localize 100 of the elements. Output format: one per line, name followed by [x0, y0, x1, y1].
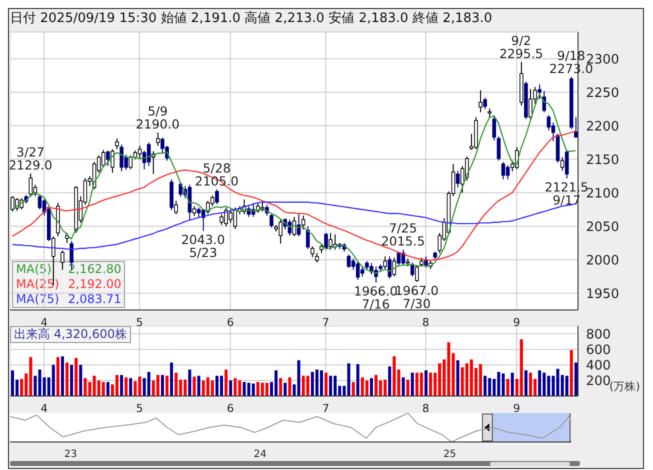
y-tick-label: 2100 [586, 186, 620, 202]
x-tick-label: 4 [40, 316, 48, 329]
bar [52, 364, 55, 396]
x-tick-label: 6 [226, 316, 234, 329]
bar [102, 382, 105, 396]
candlestick [501, 161, 506, 180]
candlestick [306, 226, 310, 250]
x-tick-label: 9 [513, 316, 520, 329]
x-tick-label: 9 [513, 402, 520, 415]
bar [170, 362, 174, 396]
bar [520, 339, 523, 396]
candlestick [383, 256, 388, 270]
chart-title: 日付 2025/09/19 15:30 始値 2,191.0 高値 2,213.0 安値 2,183.0 終値 2,183.0 [10, 10, 492, 28]
bar [234, 378, 237, 396]
bar [79, 364, 82, 396]
bar [34, 376, 37, 396]
bar [329, 376, 332, 396]
candlestick [410, 262, 414, 278]
bar [147, 372, 150, 396]
y-axis-title: (万株) [609, 380, 640, 394]
bar [66, 362, 69, 396]
bar [320, 370, 323, 396]
chart-title: 出来高 4,320,600株 [10, 326, 131, 343]
candlestick [360, 266, 364, 278]
text: MA(25) [16, 277, 60, 292]
y-tick-label: 2250 [586, 86, 620, 101]
bar [106, 382, 110, 396]
y-tick-label: 600 [586, 342, 611, 358]
candlestick [196, 207, 201, 219]
bar [74, 358, 78, 396]
candlestick [320, 243, 324, 254]
candlestick [115, 138, 119, 150]
y-tick-label: 400 [586, 358, 611, 374]
candlestick [483, 97, 487, 110]
candlestick [324, 232, 328, 250]
y-tick-label: 2200 [586, 119, 620, 134]
bar [120, 375, 124, 396]
bar [484, 376, 487, 396]
bar [160, 375, 164, 396]
bar [165, 376, 168, 396]
bar [192, 376, 196, 396]
candlestick [38, 194, 42, 210]
candlestick [174, 200, 178, 215]
text: MA(75) [16, 292, 60, 307]
bar [374, 375, 378, 396]
candlestick [542, 90, 546, 113]
bar [420, 372, 423, 396]
candlestick [301, 215, 306, 230]
x-tick-label: 23 [64, 449, 78, 460]
x-tick-label: 5 [136, 402, 144, 415]
bar [352, 382, 355, 396]
bar [370, 378, 373, 396]
bar [279, 378, 282, 396]
bar [129, 378, 132, 396]
bar [356, 364, 360, 396]
y-tick-label: 2000 [586, 253, 620, 268]
candlestick [496, 136, 501, 162]
bar [347, 363, 350, 396]
candlestick [506, 164, 510, 180]
y-tick-label: 2150 [586, 152, 620, 168]
candlestick [492, 115, 496, 142]
bar [406, 380, 410, 396]
x-tick-label: 6 [226, 402, 234, 415]
candlestick [456, 170, 460, 188]
annotation: 2,083.71 [68, 292, 122, 307]
x-tick-label: 4 [40, 402, 48, 415]
bar [429, 372, 432, 396]
candlestick [65, 232, 69, 244]
candlestick [415, 264, 419, 282]
candlestick [101, 149, 106, 168]
bar [392, 356, 396, 396]
bar [56, 357, 60, 396]
candlestick [315, 252, 319, 263]
bar [502, 373, 505, 396]
bar [197, 376, 200, 396]
candlestick [106, 150, 110, 166]
x-tick-label: 7 [322, 316, 330, 329]
x-tick-label: 8 [422, 402, 430, 415]
bar [292, 384, 296, 396]
bar [456, 360, 460, 396]
x-tick-label: 24 [254, 449, 267, 460]
candlestick [478, 90, 482, 113]
candlestick [564, 149, 569, 179]
bar [324, 372, 328, 396]
bar [529, 372, 532, 396]
bar [538, 370, 542, 396]
bar [252, 384, 255, 396]
bar [84, 378, 87, 396]
bar [188, 370, 192, 396]
candlestick [346, 254, 351, 268]
bar [306, 376, 310, 396]
candlestick [270, 214, 274, 228]
bar [424, 370, 428, 396]
candlestick [192, 206, 196, 217]
bar [565, 376, 568, 396]
bar [410, 372, 414, 396]
bar [297, 360, 300, 396]
annotation: 7/25 2015.5 [381, 220, 425, 248]
bar [402, 377, 405, 396]
bar [288, 377, 292, 396]
